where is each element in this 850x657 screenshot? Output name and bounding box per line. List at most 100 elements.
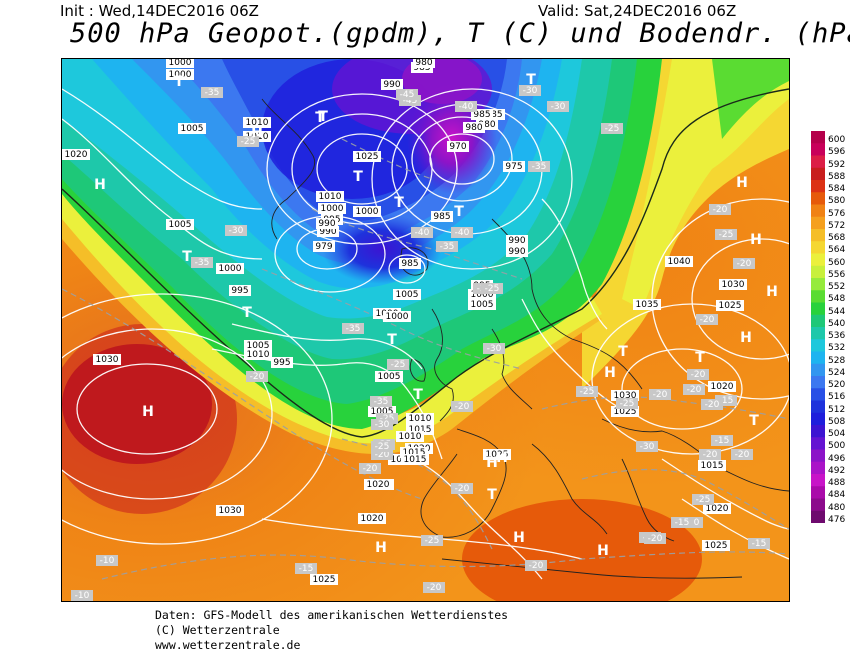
temperature-label-bg (376, 413, 398, 424)
pressure-label-bg (358, 513, 386, 524)
pressure-label: 975 (505, 162, 522, 172)
low-pressure-marker: T (182, 249, 192, 265)
temperature-label: -30 (375, 420, 390, 430)
scale-swatch (811, 265, 825, 279)
high-pressure-marker: H (750, 232, 762, 248)
footer-url[interactable]: www.wetterzentrale.de (155, 638, 301, 652)
pressure-label-bg (93, 354, 121, 365)
pressure-label: 1015 (701, 461, 724, 471)
pressure-label: 985 (433, 212, 450, 222)
scale-swatch (811, 290, 825, 303)
pressure-label: 1025 (356, 152, 379, 162)
isobar-1020-azores (62, 293, 333, 545)
pressure-label: 1025 (486, 450, 509, 460)
pressure-label-bg (313, 241, 335, 252)
low-pressure-marker: T (454, 204, 464, 220)
scale-swatch (811, 339, 825, 352)
temperature-label-bg (436, 241, 458, 252)
temperature-label: -20 (737, 259, 752, 269)
scale-label: 508 (828, 416, 846, 427)
weather-map[interactable]: 1000100010051010101010201025101010009959… (61, 58, 790, 602)
scale-label: 544 (828, 306, 846, 317)
footer-copyright: (C) Wetterzentrale (155, 623, 280, 637)
pressure-label: 1010 (246, 118, 269, 128)
temperature-label: -20 (250, 372, 265, 382)
temperature-label: -20 (455, 402, 470, 412)
isobar-1030-russia (691, 238, 789, 360)
temperature-label-bg (701, 399, 723, 410)
temperature-label-bg (671, 517, 693, 528)
temperature-label-bg (371, 449, 393, 460)
color-scale (811, 131, 825, 523)
high-pressure-marker: H (597, 543, 609, 559)
scale-swatch (811, 327, 825, 340)
pressure-label: 1000 (356, 207, 379, 217)
scale-label: 488 (828, 478, 846, 488)
temperature-label: -20 (375, 450, 390, 460)
temperature-label-bg (715, 395, 737, 406)
scale-swatch (811, 143, 825, 156)
pressure-label-bg (166, 69, 194, 80)
pressure-label-bg (316, 191, 344, 202)
temperature-label: -40 (415, 228, 430, 238)
low-pressure-marker: T (526, 72, 536, 88)
temperature-label-bg (731, 449, 753, 460)
temperature-label-bg (295, 563, 317, 574)
high-pressure-marker: H (142, 404, 154, 420)
scale-swatch (811, 180, 825, 193)
temperature-label-bg (683, 384, 705, 395)
pressure-label-bg (318, 203, 346, 214)
high-pressure-marker: H (740, 330, 752, 346)
pressure-label-bg (506, 235, 528, 246)
temperature-label: -10 (75, 591, 90, 601)
scale-swatch (811, 449, 825, 463)
scale-label: 524 (828, 367, 846, 378)
scale-label: 588 (828, 171, 846, 182)
scale-label: 480 (828, 502, 846, 513)
scale-label: 556 (828, 269, 846, 280)
footer: Daten: GFS-Modell des amerikanischen Wet… (155, 608, 508, 653)
temperature-label-bg (696, 314, 718, 325)
isobar-975-low (411, 116, 513, 202)
coastline-ireland (409, 358, 426, 382)
pressure-label: 990 (318, 219, 335, 229)
scale-label: 500 (828, 441, 846, 452)
temperature-label: -20 (700, 315, 715, 325)
coastline-blacksea (601, 418, 789, 492)
temperature-label: -30 (229, 226, 244, 236)
pressure-label-bg (62, 149, 90, 160)
low-pressure-marker: T (353, 169, 363, 185)
low-pressure-marker: T (318, 109, 328, 125)
scale-label: 580 (828, 196, 846, 207)
temperature-label-bg (733, 258, 755, 269)
scale-swatch (811, 131, 825, 144)
isobar-990-low (371, 88, 573, 270)
pressure-label-bg (244, 349, 272, 360)
pressure-label-bg (447, 141, 469, 152)
scale-label: 532 (828, 343, 846, 354)
high-pressure-marker: H (486, 455, 498, 471)
scale-swatch (811, 474, 825, 487)
isotherm-minus30 (261, 268, 523, 370)
low-pressure-marker: T (618, 344, 628, 360)
temperature-label: -35 (374, 397, 389, 407)
pressure-label: 1015 (404, 455, 427, 465)
isotherm-minus40 (341, 138, 433, 180)
temperature-label-bg (699, 449, 721, 460)
scale-label: 548 (828, 294, 846, 305)
pressure-label: 1000 (219, 264, 242, 274)
pressure-label: 990 (319, 227, 336, 237)
pressure-label-bg (353, 206, 381, 217)
temperature-label: -35 (346, 324, 361, 334)
temperature-label: -20 (687, 385, 702, 395)
temperature-label: -20 (713, 205, 728, 215)
scale-swatch (811, 376, 825, 389)
pressure-label-bg (476, 119, 498, 130)
high-pressure-marker: H (766, 284, 778, 300)
pressure-label-bg (506, 246, 528, 257)
pressure-label: 990 (383, 80, 400, 90)
pressure-label: 1025 (313, 575, 336, 585)
pressure-label-bg (703, 503, 731, 514)
temperature-label-bg (616, 398, 638, 409)
pressure-label: 1030 (96, 355, 119, 365)
